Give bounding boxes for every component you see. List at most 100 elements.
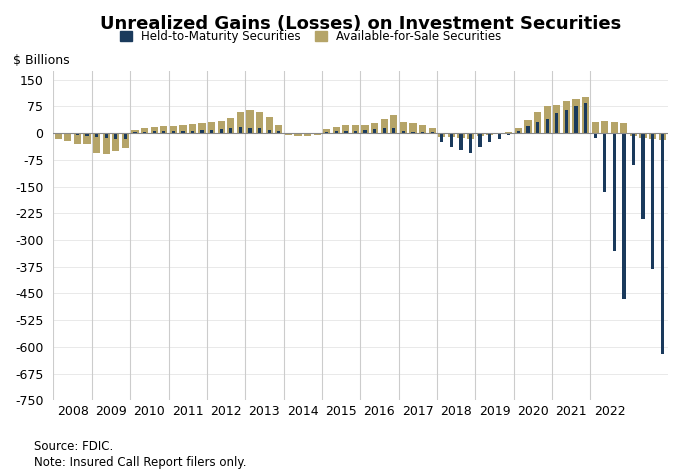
Bar (191, 130, 194, 133)
Bar (527, 126, 529, 133)
Bar (469, 133, 472, 153)
Bar (534, 112, 541, 133)
Bar (419, 125, 426, 133)
Bar (66, 133, 70, 134)
Bar (565, 110, 568, 133)
Bar (239, 127, 242, 133)
Bar (275, 125, 282, 133)
Bar (449, 133, 453, 147)
Bar (582, 97, 589, 133)
Bar (208, 122, 215, 133)
Bar (601, 121, 609, 133)
Bar (266, 117, 273, 133)
Bar (380, 119, 388, 133)
Bar (430, 132, 434, 133)
Bar (335, 131, 338, 133)
Bar (352, 125, 359, 133)
Bar (382, 129, 386, 133)
Bar (141, 129, 148, 133)
Bar (268, 130, 270, 133)
Bar (584, 103, 587, 133)
Bar (114, 133, 117, 139)
Bar (400, 122, 407, 133)
Bar (131, 130, 139, 133)
Bar (411, 131, 415, 133)
Legend: Held-to-Maturity Securities, Available-for-Sale Securities: Held-to-Maturity Securities, Available-f… (120, 31, 501, 43)
Bar (594, 133, 597, 138)
Bar (313, 133, 321, 135)
Bar (102, 133, 110, 154)
Bar (371, 123, 378, 133)
Bar (170, 126, 177, 133)
Bar (630, 133, 637, 136)
Bar (574, 106, 578, 133)
Bar (488, 133, 491, 142)
Bar (486, 133, 493, 135)
Text: Note: Insured Call Report filers only.: Note: Insured Call Report filers only. (34, 456, 247, 469)
Bar (160, 126, 167, 133)
Bar (641, 133, 645, 219)
Bar (237, 112, 244, 133)
Bar (199, 123, 206, 133)
Bar (294, 133, 302, 136)
Bar (247, 110, 253, 133)
Bar (162, 131, 165, 133)
Bar (249, 128, 251, 133)
Bar (55, 133, 62, 139)
Bar (591, 122, 599, 133)
Bar (525, 120, 531, 133)
Bar (201, 130, 204, 133)
Bar (285, 133, 292, 135)
Bar (64, 133, 72, 141)
Bar (555, 114, 559, 133)
Bar (421, 132, 424, 133)
Bar (467, 133, 474, 139)
Bar (296, 133, 300, 135)
Bar (632, 133, 635, 165)
Text: Source: FDIC.: Source: FDIC. (34, 440, 113, 453)
Bar (229, 129, 232, 133)
Bar (498, 133, 501, 139)
Bar (306, 133, 309, 135)
Bar (181, 130, 184, 133)
Bar (323, 129, 331, 133)
Bar (342, 125, 350, 133)
Bar (171, 131, 175, 133)
Bar (546, 119, 549, 133)
Bar (227, 118, 234, 133)
Bar (316, 133, 319, 134)
Bar (361, 125, 369, 133)
Bar (287, 133, 290, 134)
Bar (496, 133, 503, 134)
Bar (660, 133, 664, 354)
Bar (333, 127, 340, 133)
Bar (150, 127, 158, 133)
Bar (479, 133, 482, 147)
Bar (220, 129, 223, 133)
Bar (210, 130, 213, 133)
Bar (440, 133, 443, 142)
Text: $ Billions: $ Billions (12, 54, 69, 67)
Title: Unrealized Gains (Losses) on Investment Securities: Unrealized Gains (Losses) on Investment … (100, 15, 621, 33)
Bar (95, 133, 98, 137)
Bar (344, 130, 348, 133)
Bar (57, 133, 60, 134)
Bar (390, 115, 398, 133)
Bar (277, 131, 281, 133)
Bar (507, 133, 510, 135)
Bar (477, 133, 484, 136)
Bar (613, 133, 616, 251)
Bar (218, 121, 225, 133)
Bar (76, 133, 79, 135)
Bar (256, 112, 263, 133)
Bar (392, 128, 395, 133)
Bar (143, 132, 146, 133)
Bar (639, 133, 647, 138)
Bar (363, 130, 367, 133)
Bar (152, 131, 156, 133)
Bar (85, 133, 89, 136)
Bar (409, 123, 417, 133)
Bar (603, 133, 607, 192)
Bar (458, 133, 464, 138)
Bar (112, 133, 120, 151)
